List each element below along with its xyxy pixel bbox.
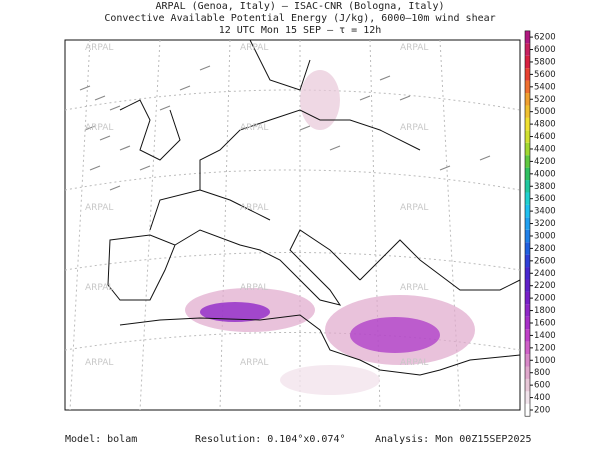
- footer-model: Model: bolam: [65, 434, 137, 445]
- colorbar-tick-label: 2400: [534, 269, 556, 279]
- colorbar-swatch: [525, 30, 530, 44]
- colorbar-tick-label: 5800: [534, 57, 556, 67]
- colorbar-tick-label: 1000: [534, 356, 556, 366]
- colorbar-swatch: [525, 68, 530, 81]
- watermark: ARPAL: [240, 203, 268, 213]
- cape-area: [280, 365, 380, 395]
- colorbar-swatch: [525, 117, 530, 131]
- watermark: ARPAL: [85, 123, 113, 133]
- colorbar-swatch: [525, 80, 530, 94]
- colorbar-swatch: [525, 304, 530, 317]
- colorbar-swatch: [525, 279, 530, 292]
- colorbar-swatch: [525, 354, 530, 367]
- colorbar-swatch: [525, 229, 530, 243]
- colorbar-tick-label: 6000: [534, 45, 556, 55]
- watermark: ARPAL: [85, 283, 113, 293]
- colorbar-swatch: [525, 329, 530, 342]
- colorbar-swatch: [525, 254, 530, 268]
- colorbar-tick-label: 4600: [534, 132, 556, 142]
- colorbar-tick-label: 800: [534, 368, 550, 378]
- colorbar-tick-label: 5600: [534, 70, 556, 80]
- cape-area: [350, 317, 440, 353]
- watermark: ARPAL: [400, 283, 428, 293]
- colorbar-swatch: [525, 403, 530, 417]
- colorbar-tick-label: 400: [534, 393, 550, 403]
- colorbar-swatch: [525, 366, 530, 379]
- colorbar-swatch: [525, 391, 530, 404]
- footer-analysis: Analysis: Mon 00Z15SEP2025: [375, 434, 532, 445]
- colorbar-tick-label: 2200: [534, 281, 556, 291]
- graticule: [64, 39, 521, 411]
- colorbar-tick-label: 600: [534, 381, 550, 391]
- colorbar-tick-label: 4200: [534, 157, 556, 167]
- colorbar-frame: [524, 30, 531, 417]
- header-line: Convective Available Potential Energy (J…: [104, 13, 495, 24]
- colorbar-tick-label: 3800: [534, 182, 556, 192]
- colorbar-swatch: [525, 142, 530, 156]
- colorbar-tick-label: 2600: [534, 256, 556, 266]
- colorbar-swatch: [525, 167, 530, 181]
- colorbar-swatch: [525, 316, 530, 330]
- colorbar-swatch: [525, 55, 530, 69]
- colorbar-tick-label: 4800: [534, 120, 556, 130]
- colorbar-tick-label: 4400: [534, 144, 556, 154]
- wind-barbs: [79, 65, 491, 191]
- colorbar-tick-label: 200: [534, 406, 550, 416]
- colorbar-tick-label: 1600: [534, 318, 556, 328]
- colorbar-swatch: [525, 93, 530, 106]
- watermark: ARPAL: [400, 43, 428, 53]
- cape-area: [300, 70, 340, 130]
- colorbar: 200 400 600 800 1000 1200 1400 1600 1800 2000 2200…: [524, 30, 556, 417]
- colorbar-swatch: [525, 43, 530, 56]
- coastline: [107, 39, 521, 376]
- watermark: ARPAL: [400, 123, 428, 133]
- watermark: ARPAL: [400, 203, 428, 213]
- colorbar-swatch: [525, 242, 530, 255]
- header-line: ARPAL (Genoa, Italy) – ISAC-CNR (Bologna…: [156, 1, 445, 12]
- colorbar-swatch: [525, 192, 530, 205]
- colorbar-swatch: [525, 217, 530, 230]
- colorbar-swatch: [525, 378, 530, 392]
- map: ARPAL ARPAL ARPAL ARPAL ARPAL ARPAL ARPAL ARPAL…: [64, 39, 521, 411]
- colorbar-tick-label: 3000: [534, 231, 556, 241]
- colorbar-swatch: [525, 155, 530, 168]
- colorbar-swatch: [525, 105, 530, 118]
- colorbar-tick-label: 5200: [534, 95, 556, 105]
- colorbar-swatch: [525, 291, 530, 305]
- colorbar-tick-label: 4000: [534, 169, 556, 179]
- watermark: ARPAL: [85, 203, 113, 213]
- colorbar-tick-label: 1200: [534, 343, 556, 353]
- colorbar-tick-label: 5400: [534, 82, 556, 92]
- colorbar-tick-label: 3400: [534, 207, 556, 217]
- colorbar-swatch: [525, 180, 530, 193]
- colorbar-tick-label: 3600: [534, 194, 556, 204]
- colorbar-tick-label: 5000: [534, 107, 556, 117]
- watermark: ARPAL: [240, 43, 268, 53]
- watermark: ARPAL: [400, 358, 428, 368]
- colorbar-tick-label: 1400: [534, 331, 556, 341]
- colorbar-tick-label: 1800: [534, 306, 556, 316]
- colorbar-swatch: [525, 204, 530, 218]
- watermark: ARPAL: [85, 43, 113, 53]
- colorbar-tick-label: 2800: [534, 244, 556, 254]
- colorbar-tick-label: 3200: [534, 219, 556, 229]
- colorbar-tick-label: 6200: [534, 33, 556, 43]
- colorbar-tick-label: 2000: [534, 294, 556, 304]
- colorbar-swatch: [525, 267, 530, 280]
- colorbar-swatch: [525, 130, 530, 143]
- footer-resolution: Resolution: 0.104°x0.074°: [195, 434, 346, 445]
- cape-area: [200, 302, 270, 322]
- watermark: ARPAL: [240, 283, 268, 293]
- colorbar-swatch: [525, 341, 530, 355]
- header-line: 12 UTC Mon 15 SEP – τ = 12h: [219, 25, 382, 36]
- watermark: ARPAL: [240, 358, 268, 368]
- watermark: ARPAL: [240, 123, 268, 133]
- watermark: ARPAL: [85, 358, 113, 368]
